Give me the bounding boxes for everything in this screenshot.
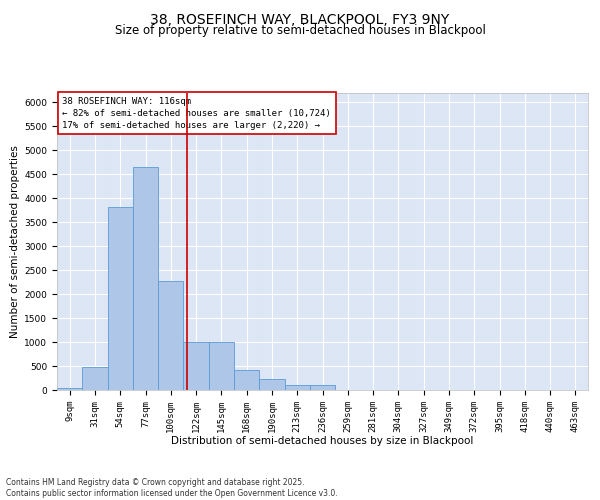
Text: 38 ROSEFINCH WAY: 116sqm
← 82% of semi-detached houses are smaller (10,724)
17% : 38 ROSEFINCH WAY: 116sqm ← 82% of semi-d… <box>62 97 331 130</box>
Text: Contains HM Land Registry data © Crown copyright and database right 2025.
Contai: Contains HM Land Registry data © Crown c… <box>6 478 338 498</box>
Bar <box>284 384 310 390</box>
Y-axis label: Number of semi-detached properties: Number of semi-detached properties <box>10 145 20 338</box>
Bar <box>184 342 209 390</box>
Bar <box>57 388 82 390</box>
Bar <box>82 368 107 390</box>
Bar <box>209 342 234 390</box>
Text: 38, ROSEFINCH WAY, BLACKPOOL, FY3 9NY: 38, ROSEFINCH WAY, BLACKPOOL, FY3 9NY <box>151 12 449 26</box>
Bar <box>310 384 335 390</box>
Bar <box>158 280 184 390</box>
Bar <box>259 380 284 390</box>
Bar <box>234 370 259 390</box>
X-axis label: Distribution of semi-detached houses by size in Blackpool: Distribution of semi-detached houses by … <box>172 436 473 446</box>
Bar <box>107 206 133 390</box>
Bar <box>133 167 158 390</box>
Text: Size of property relative to semi-detached houses in Blackpool: Size of property relative to semi-detach… <box>115 24 485 37</box>
